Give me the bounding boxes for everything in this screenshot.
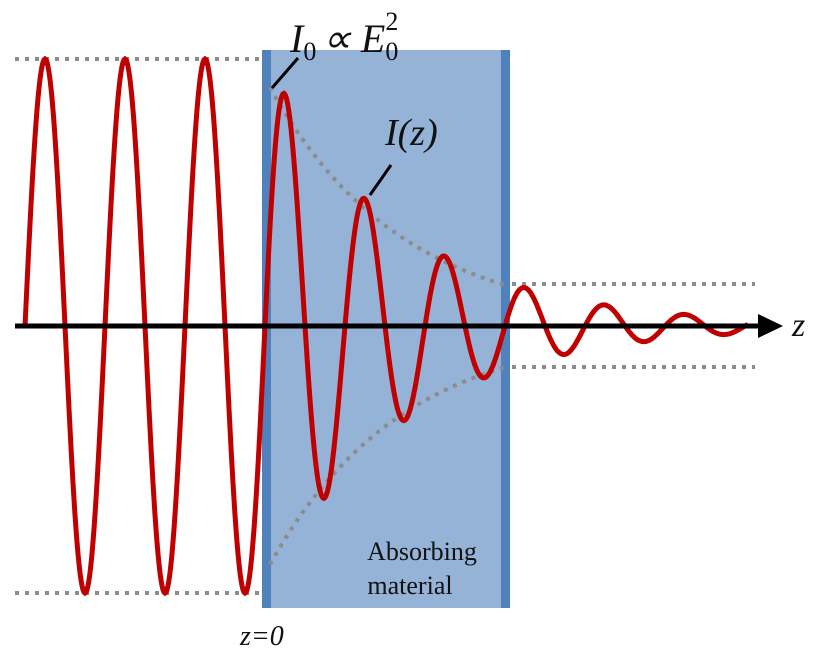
leader-line: [368, 164, 393, 196]
superscript: 2: [385, 7, 398, 36]
origin-label: z=0: [239, 621, 284, 652]
decay-envelope: [268, 364, 509, 566]
axis-arrow: [758, 314, 783, 338]
relation: ∝ E: [322, 16, 385, 61]
initial-intensity-label: I0 ∝ E02: [289, 7, 398, 66]
axis-label: z: [791, 307, 805, 344]
leader-line: [270, 57, 300, 89]
symbol: I: [289, 16, 305, 61]
subscript: 0: [385, 37, 398, 66]
wave: [22, 55, 750, 597]
material-label: material: [367, 571, 452, 600]
intensity-label: I(z): [384, 112, 438, 154]
material-label: Absorbing: [367, 537, 477, 566]
envelope-lines: [15, 57, 755, 595]
decay-envelope: [268, 86, 509, 288]
subscript: 0: [303, 37, 316, 66]
